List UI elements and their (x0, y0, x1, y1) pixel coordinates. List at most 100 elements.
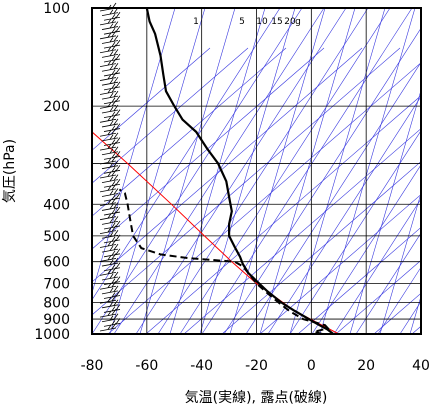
wind-barb (101, 118, 119, 128)
wind-barb (103, 262, 121, 272)
guide-line-b (92, 47, 211, 151)
wind-barb (103, 109, 121, 119)
wind-barb (101, 313, 119, 323)
wind-barb (101, 21, 119, 30)
wind-barb (101, 257, 119, 267)
mixing-ratio-line (289, 8, 386, 334)
mixing-ratio-line (139, 8, 236, 334)
wind-barb (103, 234, 121, 244)
guide-line-a (135, 8, 347, 334)
wind-barb (103, 67, 121, 77)
wind-barb (101, 63, 119, 72)
wind-barb (99, 197, 117, 207)
wind-barb (101, 230, 119, 239)
wind-barb (101, 216, 119, 225)
mixing-ratio-line (92, 8, 176, 294)
guide-line-a (223, 27, 421, 334)
guide-line-b (183, 128, 421, 334)
guide-line-a (355, 232, 421, 334)
mixing-ratio-label: 1 (193, 17, 199, 27)
y-tick-label: 1000 (34, 327, 70, 343)
wind-barb (99, 155, 117, 165)
mixing-ratio-line (109, 8, 206, 334)
y-tick-label: 200 (43, 99, 70, 115)
guide-line-a (267, 95, 421, 334)
wind-barb (101, 35, 119, 44)
wind-barb (99, 267, 117, 276)
guide-line-b (92, 47, 325, 250)
guide-line-b (92, 47, 401, 316)
wind-barb (99, 30, 117, 40)
guide-line-a (422, 8, 431, 334)
wind-barb (101, 271, 119, 281)
wind-barb (101, 132, 119, 142)
reference-line (92, 131, 340, 334)
x-axis-label: 気温(実線), 露点(破線) (185, 390, 328, 406)
mixing-ratio-label: 15 (271, 17, 282, 27)
wind-barb (103, 220, 121, 230)
mixing-ratio-line (259, 8, 356, 334)
y-tick-label: 700 (43, 277, 70, 293)
wind-barb (103, 178, 121, 188)
wind-barb (103, 53, 121, 63)
x-tick-label: 20 (357, 358, 375, 374)
mixing-ratio-label: 10 (256, 17, 268, 27)
guide-line-a (92, 8, 281, 301)
wind-barb (99, 169, 117, 179)
wind-barb (101, 90, 119, 100)
y-tick-label: 300 (43, 157, 70, 173)
guide-line-a (179, 8, 391, 334)
wind-barb (101, 104, 119, 114)
wind-barb (103, 137, 121, 146)
wind-barb (101, 49, 119, 58)
wind-barb (101, 285, 119, 295)
wind-barb (99, 100, 117, 109)
wind-barb (99, 58, 117, 68)
mixing-ratio-line (169, 8, 266, 334)
x-tick-label: 40 (412, 358, 430, 374)
wind-barb (99, 225, 117, 235)
wind-barb (103, 25, 121, 35)
wind-barb (101, 188, 119, 197)
wind-barb (99, 211, 117, 221)
wind-barb (103, 12, 121, 21)
guide-line-b (297, 227, 421, 334)
guide-line-a (113, 8, 325, 334)
guide-line-a (289, 130, 421, 334)
y-tick-label: 500 (43, 229, 70, 245)
wind-barb (99, 86, 117, 95)
wind-barb (103, 276, 121, 286)
temperature-line (145, 8, 334, 334)
guide-line-a (311, 164, 421, 334)
y-tick-label: 600 (43, 255, 70, 271)
y-tick-label: 400 (43, 197, 70, 213)
guide-line-b (259, 194, 421, 334)
wind-barb (99, 44, 117, 54)
wind-barb (101, 174, 119, 183)
wind-barb (99, 72, 117, 81)
wind-barb (99, 141, 117, 151)
wind-barb (103, 290, 121, 299)
guide-line-a (92, 8, 303, 334)
guide-line-a (377, 266, 421, 334)
mixing-ratio-line (379, 192, 421, 334)
y-tick-label: 800 (43, 295, 70, 311)
guide-line-a (333, 198, 421, 334)
wind-barb (103, 318, 121, 327)
guide-line-b (92, 47, 363, 283)
wind-barb (99, 253, 117, 262)
mixing-ratio-line (229, 8, 326, 334)
series-layer (92, 8, 340, 334)
mixing-ratio-line (319, 8, 416, 334)
wind-barb (103, 192, 121, 202)
wind-barb (99, 239, 117, 248)
wind-barb (101, 299, 119, 309)
y-tick-label: 100 (43, 1, 70, 17)
mixing-ratio-label: 5 (239, 17, 245, 27)
guide-line-b (221, 161, 421, 334)
wind-barb (101, 243, 119, 253)
x-tick-label: 0 (307, 358, 316, 374)
wind-barb (99, 281, 117, 290)
